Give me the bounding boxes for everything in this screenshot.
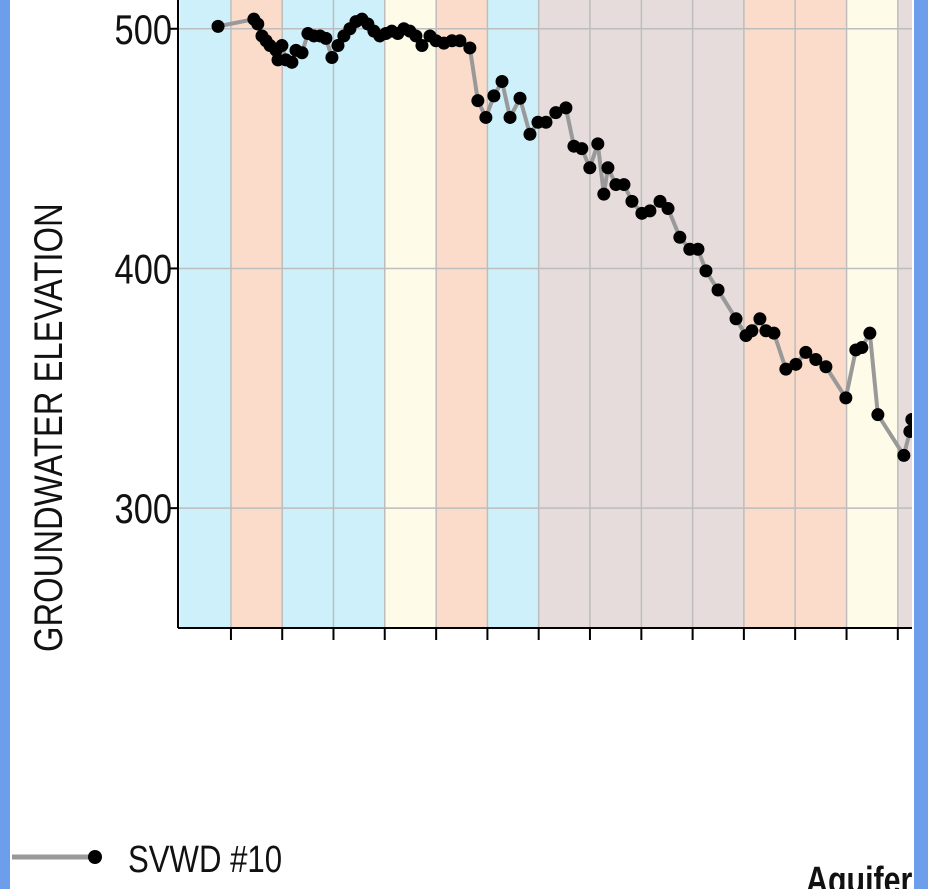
data-point bbox=[503, 110, 517, 124]
data-point bbox=[753, 312, 767, 326]
data-point bbox=[855, 341, 869, 355]
data-point bbox=[463, 41, 477, 55]
data-point bbox=[487, 89, 501, 103]
data-point bbox=[789, 357, 803, 371]
data-point bbox=[285, 55, 299, 69]
data-point bbox=[673, 230, 687, 244]
data-point bbox=[617, 178, 631, 192]
data-point bbox=[319, 31, 333, 45]
data-point bbox=[325, 51, 339, 65]
data-point bbox=[897, 448, 911, 462]
data-point bbox=[767, 326, 781, 340]
data-point bbox=[699, 264, 713, 278]
data-point bbox=[863, 326, 877, 340]
data-point bbox=[275, 39, 289, 53]
data-point bbox=[549, 106, 563, 120]
data-point bbox=[591, 137, 605, 151]
data-point bbox=[211, 19, 225, 33]
data-point bbox=[819, 360, 833, 374]
season-band bbox=[436, 0, 488, 628]
data-point bbox=[295, 46, 309, 60]
data-point bbox=[523, 127, 537, 141]
data-point bbox=[575, 142, 589, 156]
data-point bbox=[839, 391, 853, 405]
data-point bbox=[559, 101, 573, 115]
data-point bbox=[597, 187, 611, 201]
data-point bbox=[729, 312, 743, 326]
side-text: Aquifer bbox=[806, 860, 912, 889]
data-point bbox=[711, 283, 725, 297]
data-point bbox=[809, 353, 823, 367]
data-point bbox=[331, 39, 345, 53]
data-point bbox=[643, 204, 657, 218]
data-point bbox=[601, 161, 615, 175]
season-band bbox=[230, 0, 283, 628]
data-point bbox=[495, 74, 509, 88]
data-point bbox=[513, 91, 527, 105]
season-band bbox=[846, 0, 898, 628]
data-point bbox=[471, 94, 485, 108]
data-point bbox=[799, 345, 813, 359]
season-band bbox=[179, 0, 231, 628]
data-point bbox=[453, 34, 467, 48]
data-point bbox=[661, 202, 675, 216]
data-point bbox=[583, 161, 597, 175]
data-point bbox=[415, 39, 429, 53]
y-axis-label: GROUNDWATER ELEVATION bbox=[26, 203, 71, 652]
data-point bbox=[479, 110, 493, 124]
data-point bbox=[779, 362, 793, 376]
legend-label: SVWD #10 bbox=[128, 839, 282, 881]
data-point bbox=[871, 408, 885, 422]
data-point bbox=[625, 194, 639, 208]
data-point bbox=[409, 29, 423, 43]
data-point bbox=[745, 324, 759, 338]
season-band bbox=[487, 0, 539, 628]
data-point bbox=[903, 424, 912, 438]
y-tick-label: 300 bbox=[115, 486, 172, 533]
season-band bbox=[384, 0, 437, 628]
data-point bbox=[905, 412, 912, 426]
y-tick-label: 400 bbox=[115, 246, 172, 293]
legend-marker bbox=[88, 850, 102, 864]
data-point bbox=[539, 115, 553, 129]
data-point bbox=[691, 242, 705, 256]
data-point bbox=[251, 17, 265, 31]
season-band bbox=[897, 0, 912, 628]
y-tick-label: 500 bbox=[115, 7, 172, 54]
